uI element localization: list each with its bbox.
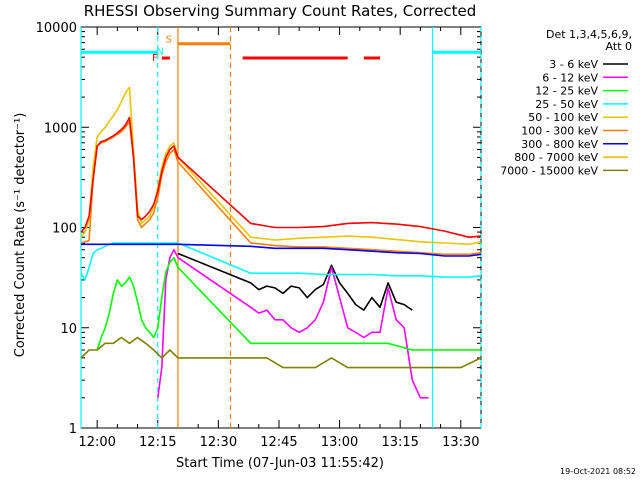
flag-annotation: N [156,46,163,57]
y-tick-label: 10000 [36,21,77,36]
x-tick-label: 12:15 [139,435,176,450]
y-tick-label: 1000 [44,121,77,136]
x-tick-label: 12:00 [78,435,115,450]
series-line [96,256,481,351]
y-tick-label: 10 [60,322,77,337]
legend-label: 50 - 100 keV [528,111,598,124]
legend-label: 6 - 12 keV [542,71,598,84]
x-tick-label: 12:30 [200,435,237,450]
legend-label: 300 - 800 keV [521,138,598,151]
legend-label: 100 - 300 keV [521,125,598,138]
legend-label: 12 - 25 keV [535,85,598,98]
legend-label: 7000 - 15000 keV [500,164,598,177]
series-line [80,120,482,256]
x-tick-label: 12:45 [260,435,297,450]
series-line [80,116,482,238]
y-tick-label: 1 [69,422,77,437]
series-line [81,243,482,257]
series-line [157,248,429,399]
flag-annotation: F [152,53,158,64]
x-tick-label: 13:15 [381,435,418,450]
chart-title: RHESSI Observing Summary Count Rates, Co… [84,2,477,20]
legend-header-line1: Det 1,3,4,5,6,9, [546,28,632,41]
flag-annotation: S [166,35,172,46]
series-line [80,242,482,281]
legend-label: 800 - 7000 keV [514,151,598,164]
x-tick-label: 13:00 [321,435,358,450]
legend-label: 3 - 6 keV [549,58,598,71]
series-line [80,86,482,246]
y-axis-label: Corrected Count Rate (s⁻¹ detector⁻¹) [13,113,28,358]
timestamp: 19-Oct-2021 08:52 [560,467,636,476]
legend-label: 25 - 50 keV [535,98,598,111]
series-line [80,336,482,369]
y-tick-label: 100 [52,222,77,237]
x-tick-label: 13:30 [442,435,479,450]
x-axis-label: Start Time (07-Jun-03 11:55:42) [176,456,384,471]
legend-header-line2: Att 0 [606,40,632,53]
